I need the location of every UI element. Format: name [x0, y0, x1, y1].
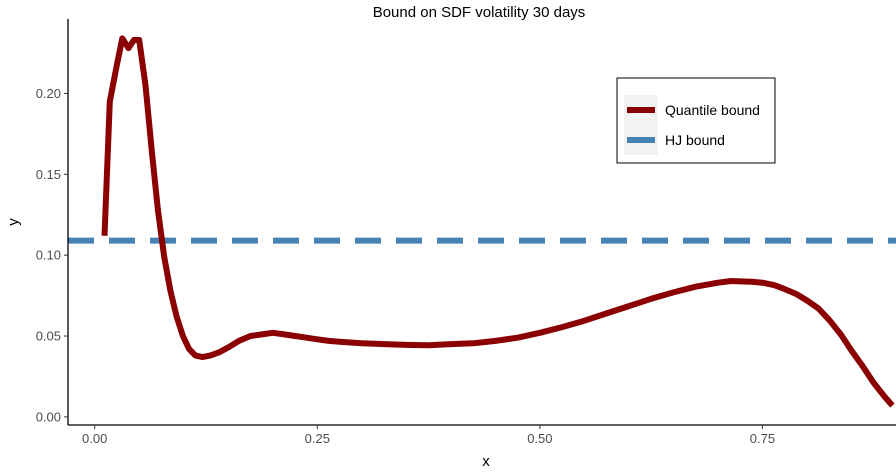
legend-label-hj-bound: HJ bound	[665, 132, 725, 148]
y-tick-label: 0.10	[36, 248, 61, 263]
x-tick-label: 0.75	[750, 431, 775, 446]
plot-area	[68, 35, 896, 408]
x-tick-label: 0.50	[527, 431, 552, 446]
x-tick-label: 0.00	[82, 431, 107, 446]
y-tick-label: 0.05	[36, 329, 61, 344]
y-tick-label: 0.00	[36, 409, 61, 424]
y-tick-label: 0.20	[36, 86, 61, 101]
x-axis-ticks: 0.00 0.25 0.50 0.75	[82, 425, 775, 446]
series-layer	[68, 35, 896, 408]
legend: Quantile bound HJ bound	[616, 77, 776, 164]
chart-title: Bound on SDF volatility 30 days	[373, 4, 586, 21]
y-axis-label: y	[5, 218, 22, 226]
y-tick-label: 0.15	[36, 167, 61, 182]
x-axis-label: x	[482, 453, 490, 470]
series-line-quantile-bound	[101, 35, 895, 408]
x-tick-label: 0.25	[305, 431, 330, 446]
y-axis-ticks: 0.00 0.05 0.10 0.15 0.20	[36, 86, 68, 424]
legend-label-quantile-bound: Quantile bound	[665, 102, 760, 118]
